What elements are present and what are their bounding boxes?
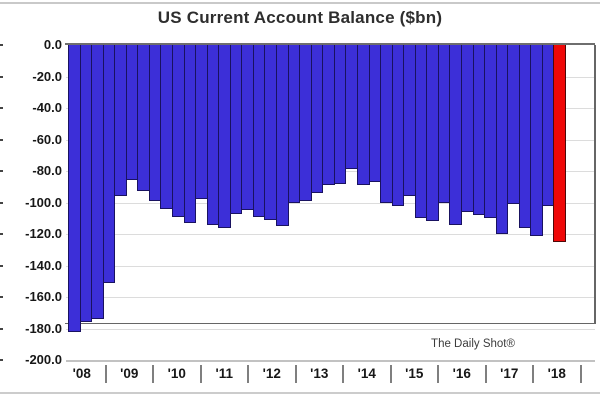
bar-series bbox=[68, 45, 566, 360]
y-axis-tick-mark bbox=[0, 170, 3, 172]
y-axis-tick-mark bbox=[0, 201, 3, 204]
plot-right-border bbox=[594, 45, 596, 324]
plot-bottom-rule bbox=[65, 323, 595, 324]
y-axis-tick-label: -40.0 bbox=[32, 100, 62, 115]
x-axis-year-label: '13 bbox=[297, 365, 344, 383]
y-axis-tick-mark bbox=[0, 327, 3, 330]
plot-area bbox=[65, 43, 596, 362]
x-axis-year-label: '15 bbox=[392, 365, 439, 383]
y-axis-tick-label: -60.0 bbox=[32, 131, 62, 147]
y-axis-tick-label: -80.0 bbox=[32, 163, 62, 178]
y-axis-tick-label: -200.0 bbox=[25, 352, 62, 367]
y-axis-tick-label: -160.0 bbox=[25, 289, 62, 304]
x-axis-year-label: '16 bbox=[439, 365, 487, 383]
y-axis-tick-label: -180.0 bbox=[25, 320, 62, 336]
gridline bbox=[66, 328, 595, 330]
daily-shot-watermark: The Daily Shot® bbox=[431, 338, 515, 350]
x-axis: '08'09'10'11'12'13'14'15'16'17'18 bbox=[59, 365, 582, 383]
gridline bbox=[66, 297, 595, 298]
y-axis-tick-label: -100.0 bbox=[25, 194, 62, 210]
y-axis-tick-mark bbox=[0, 75, 3, 78]
bar-2018Q3 bbox=[553, 45, 566, 242]
x-axis-year-label: '09 bbox=[107, 365, 154, 383]
x-axis-year-label: '08 bbox=[59, 365, 107, 383]
x-axis-year-label: '17 bbox=[487, 365, 534, 383]
y-axis-tick-label: -20.0 bbox=[32, 68, 62, 84]
y-axis-tick-mark bbox=[0, 359, 3, 361]
y-axis-tick-mark bbox=[0, 296, 3, 298]
x-axis-year-label: '12 bbox=[249, 365, 297, 383]
y-axis-tick-mark bbox=[0, 233, 3, 235]
gridline bbox=[66, 265, 595, 267]
gridline bbox=[66, 202, 595, 204]
zero-axis-line bbox=[65, 43, 595, 45]
x-axis-year-label: '14 bbox=[344, 365, 392, 383]
figure-bottom-border bbox=[0, 392, 600, 394]
y-axis-tick-mark bbox=[0, 107, 3, 109]
y-axis-tick-label: -120.0 bbox=[25, 226, 62, 241]
y-axis-tick-mark bbox=[0, 44, 3, 46]
x-axis-year-label: '10 bbox=[154, 365, 202, 383]
gridline bbox=[66, 234, 595, 235]
x-axis-year-label: '11 bbox=[202, 365, 249, 383]
y-axis-tick-mark bbox=[0, 138, 3, 141]
y-axis-tick-label: 0.0 bbox=[43, 37, 62, 52]
y-axis-tick-mark bbox=[0, 264, 3, 267]
gridline bbox=[66, 360, 595, 362]
chart-title: US Current Account Balance ($bn) bbox=[157, 8, 443, 27]
x-axis-year-label: '18 bbox=[534, 365, 582, 383]
y-axis-tick-label: -140.0 bbox=[25, 257, 62, 273]
figure-top-border bbox=[0, 2, 600, 4]
